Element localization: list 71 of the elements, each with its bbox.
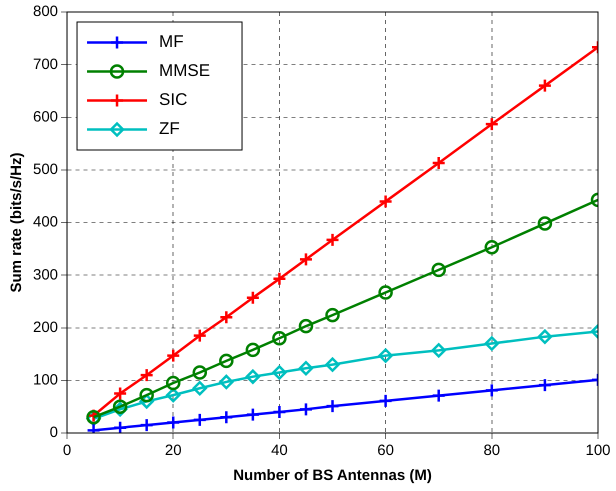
point <box>298 402 314 417</box>
y-tick-label: 300 <box>32 266 58 284</box>
point <box>538 378 552 392</box>
point <box>166 348 180 363</box>
point <box>431 156 446 170</box>
point <box>484 116 500 132</box>
point <box>298 361 314 376</box>
point <box>538 216 552 231</box>
point <box>378 348 393 363</box>
point <box>166 388 180 402</box>
point <box>219 354 234 368</box>
point <box>192 381 208 396</box>
y-tick-label: 0 <box>50 424 58 442</box>
point <box>538 329 552 344</box>
legend-label: MMSE <box>159 61 210 80</box>
point <box>431 262 446 278</box>
y-tick-label: 500 <box>32 161 58 178</box>
point <box>139 418 154 432</box>
point <box>325 398 340 414</box>
point <box>325 357 340 372</box>
point <box>325 232 340 248</box>
point <box>219 310 234 324</box>
x-tick-label: 40 <box>271 442 288 460</box>
legend-label: MF <box>159 32 184 52</box>
point <box>166 415 180 430</box>
point <box>484 240 500 254</box>
point <box>219 374 234 390</box>
point <box>272 365 287 380</box>
x-tick-label: 100 <box>585 442 611 460</box>
y-axis-title: Sum rate (bits/s/Hz) <box>8 152 26 293</box>
point <box>192 328 208 343</box>
point <box>219 410 234 424</box>
point <box>192 412 208 428</box>
y-tick-label: 600 <box>32 108 58 126</box>
point <box>431 388 446 403</box>
x-tick-label: 80 <box>483 442 500 460</box>
point <box>378 394 393 408</box>
legend-label: ZF <box>159 119 180 138</box>
point <box>246 369 260 384</box>
x-tick-label: 60 <box>377 442 394 460</box>
y-tick-label: 700 <box>32 56 58 73</box>
point <box>538 78 552 93</box>
point <box>112 386 128 401</box>
point <box>272 272 287 286</box>
point <box>484 336 500 351</box>
point <box>378 285 393 300</box>
legend-label: SIC <box>159 90 188 110</box>
point <box>431 343 446 358</box>
point <box>378 194 393 209</box>
y-tick-label: 100 <box>32 372 58 389</box>
point <box>246 342 260 358</box>
y-tick-label: 400 <box>32 214 58 231</box>
point <box>484 383 500 398</box>
point <box>112 399 128 414</box>
point <box>246 290 260 306</box>
point <box>272 331 287 346</box>
point <box>246 407 260 422</box>
point <box>192 365 208 380</box>
y-tick-label: 200 <box>32 318 58 336</box>
point <box>166 376 180 390</box>
point <box>139 368 154 382</box>
point <box>325 308 340 322</box>
x-tick-label: 20 <box>164 442 182 460</box>
point <box>298 252 314 267</box>
x-tick-label: 0 <box>62 442 72 460</box>
point <box>112 420 128 433</box>
x-axis-title: Number of BS Antennas (M) <box>233 467 432 484</box>
point <box>272 404 287 420</box>
point <box>139 388 154 402</box>
point <box>298 318 314 334</box>
y-tick-label: 800 <box>32 3 58 20</box>
